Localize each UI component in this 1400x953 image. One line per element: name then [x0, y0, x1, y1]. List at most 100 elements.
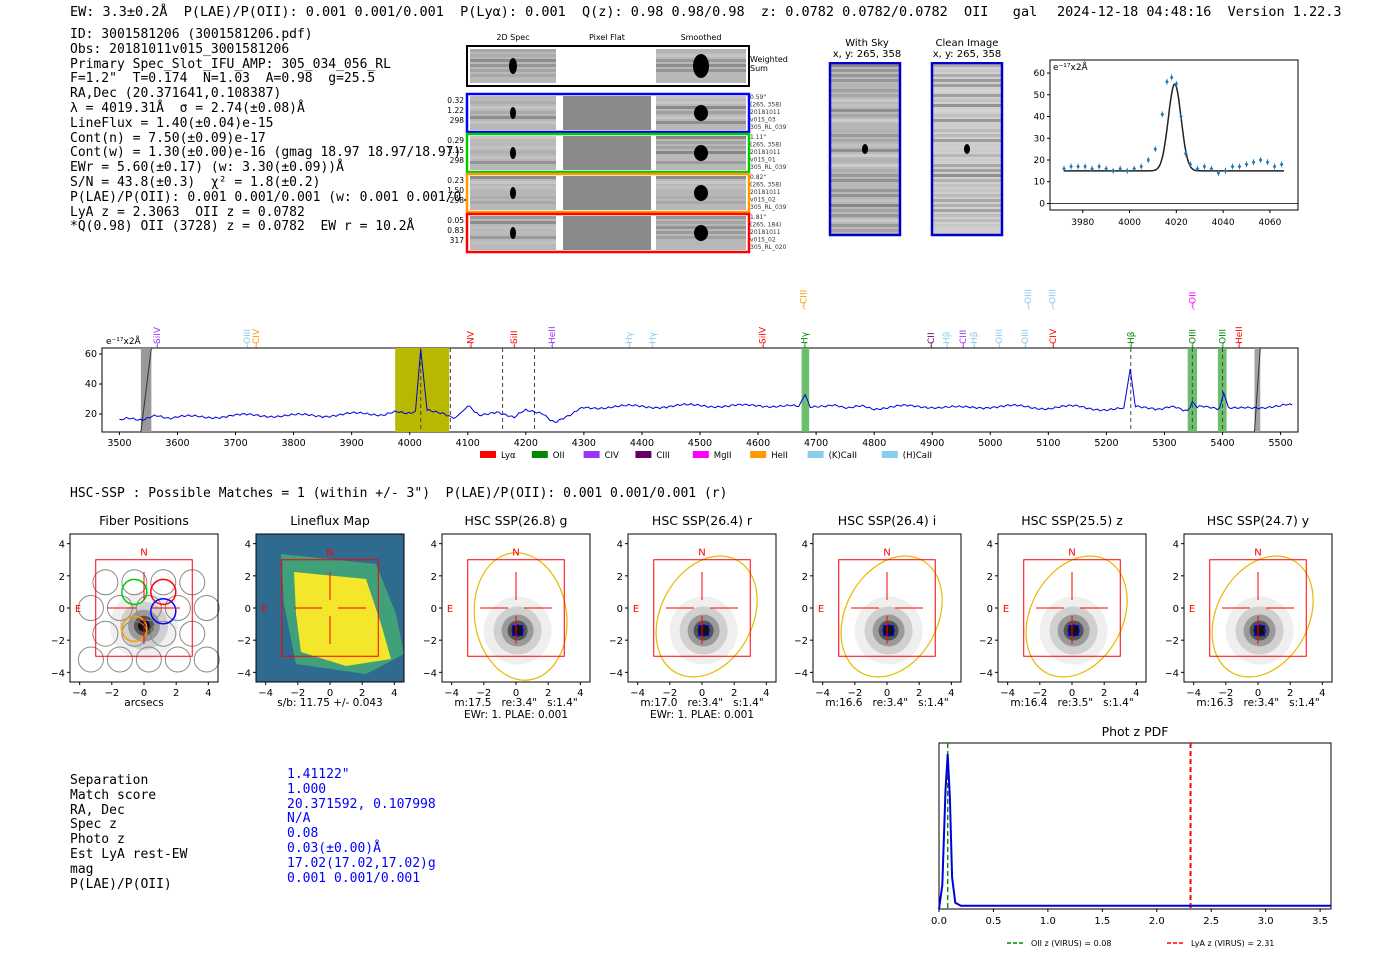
- thumb-ytick-label: 4: [1173, 540, 1179, 551]
- spectrum-legend-item: OII: [531, 451, 565, 461]
- spectrum-ytick-label: 20: [85, 409, 97, 420]
- spectrum-ylabel: e⁻¹⁷x2Å: [106, 335, 142, 347]
- spectrum-xtick-label: 5200: [1094, 438, 1118, 449]
- cutout-row-stat: 298: [450, 156, 465, 165]
- thumb-ytick-label: −4: [795, 668, 808, 679]
- svg-text:Hγ: Hγ: [801, 331, 811, 344]
- noise-row: [656, 101, 746, 104]
- svg-text:Hβ: Hβ: [943, 331, 953, 344]
- thumb-ytick-label: 0: [1173, 604, 1179, 615]
- thumb-xtick-label: −2: [1032, 688, 1047, 699]
- thumb-xtick-label: 0: [699, 688, 705, 699]
- pixel-flat: [563, 216, 651, 250]
- spectral-line-label: CII{: [927, 332, 937, 350]
- source-blob: [694, 185, 708, 201]
- spectral-line-label: HeII{: [1235, 326, 1245, 350]
- fit-data-point: [1097, 164, 1101, 169]
- header-summary: EW: 3.3±0.2Å P(LAE)/P(OII): 0.001 0.001/…: [70, 4, 1038, 20]
- cutout-row-meta: 0.59": [750, 94, 766, 101]
- cutout-row-meta: 20181011: [750, 189, 781, 196]
- pixel-flat: [563, 176, 651, 210]
- noise-row: [470, 96, 556, 99]
- svg-text:SiII: SiII: [510, 330, 520, 344]
- thumb-ytick-label: −4: [980, 668, 993, 679]
- cutout-row-stat: 1.15: [447, 146, 464, 155]
- compass-north: N: [1068, 548, 1075, 559]
- thumb-ytick-label: −4: [610, 668, 623, 679]
- thumb-image-1: N E 4 −4 2 −2 0 0 −2 2 −4 4: [238, 533, 405, 699]
- mask-hatch: [140, 347, 152, 433]
- noise-row: [656, 49, 746, 52]
- noise-row: [831, 129, 899, 132]
- svg-text:OIII: OIII: [1188, 329, 1198, 344]
- spectral-line-label: Hβ{: [1127, 331, 1137, 350]
- photz-xtick-label: 2.5: [1203, 916, 1219, 927]
- noise-row: [933, 184, 1001, 187]
- thumb-xtick-label: 4: [391, 688, 397, 699]
- noise-row: [470, 181, 556, 184]
- svg-text:OIII: OIII: [243, 329, 253, 344]
- thumb-ytick-label: 4: [59, 540, 65, 551]
- spectral-line-label: CIV{: [252, 328, 262, 350]
- svg-text:CIII: CIII: [959, 330, 969, 344]
- cutout-row-stat: 298: [450, 196, 465, 205]
- noise-row: [933, 89, 1001, 92]
- match-label: Est LyA rest-EW: [70, 846, 188, 862]
- svg-text:CIV: CIV: [252, 328, 262, 344]
- noise-row: [831, 229, 899, 232]
- source-blob: [510, 147, 516, 159]
- noise-row: [656, 161, 746, 164]
- cutout-row-stat: 1.22: [447, 106, 464, 115]
- svg-text:HeII: HeII: [771, 451, 788, 461]
- fit-data-point: [1174, 81, 1179, 87]
- match-label: Spec z: [70, 817, 117, 833]
- fit-data-point: [1179, 114, 1183, 119]
- galaxy-glow: [1067, 624, 1080, 637]
- noise-row: [933, 104, 1001, 107]
- svg-text:{: {: [972, 341, 977, 350]
- thumb-xtick-label: −4: [72, 688, 87, 699]
- svg-text:OII: OII: [553, 451, 565, 461]
- spectrum-xtick-label: 3500: [107, 438, 131, 449]
- source-blob: [964, 144, 970, 154]
- noise-row: [656, 141, 746, 144]
- noise-row: [831, 84, 899, 87]
- mask-hatch: [1253, 347, 1261, 433]
- fit-xtick-label: 4040: [1212, 218, 1235, 228]
- svg-text:{: {: [945, 341, 950, 350]
- fit-data-point: [1165, 79, 1169, 84]
- thumb-caption: m:17.5 re:3.4" s:1.4" EWr: 1. PLAE: 0.00…: [454, 697, 578, 721]
- thumb-xtick-label: 2: [916, 688, 922, 699]
- fiber-circle: [92, 569, 119, 596]
- thumb-ytick-label: 4: [987, 540, 993, 551]
- full-spectrum-plot: SiIV{OIII{CIV{NV{SiII{HeII{Hγ{Hγ{SiIV{CI…: [85, 289, 1299, 461]
- thumb-ytick-label: 4: [431, 540, 437, 551]
- spectrum-xtick-label: 3600: [165, 438, 189, 449]
- thumb-xtick-label: 0: [141, 688, 147, 699]
- noise-row: [831, 104, 899, 107]
- noise-row: [933, 159, 1001, 162]
- svg-text:{: {: [1026, 301, 1031, 310]
- fiber-circle: [77, 646, 104, 673]
- noise-row: [656, 121, 746, 124]
- noise-row: [470, 201, 556, 204]
- thumb-xtick-label: 4: [577, 688, 583, 699]
- photz-pdf-plot: 0.0 0.5 1.0 1.5 2.0 2.5 3.0 3.5 OII z (VIRUS) = …: [931, 742, 1332, 948]
- svg-text:MgII: MgII: [714, 451, 732, 461]
- noise-row: [933, 94, 1001, 97]
- fit-data-point: [1202, 164, 1207, 169]
- noise-row: [470, 121, 556, 124]
- compass-east: E: [447, 604, 453, 615]
- noise-row: [933, 229, 1001, 232]
- noise-row: [656, 201, 746, 204]
- compass-north: N: [698, 548, 705, 559]
- fit-data-point: [1153, 146, 1158, 152]
- thumb-xtick-label: 2: [545, 688, 551, 699]
- spectral-line-label: SiII{: [510, 330, 520, 350]
- noise-row: [933, 224, 1001, 227]
- photz-xtick-label: 3.5: [1312, 916, 1328, 927]
- svg-text:{: {: [1050, 301, 1055, 310]
- spectrum-xtick-label: 4900: [920, 438, 944, 449]
- noise-row: [656, 181, 746, 184]
- noise-row: [831, 184, 899, 187]
